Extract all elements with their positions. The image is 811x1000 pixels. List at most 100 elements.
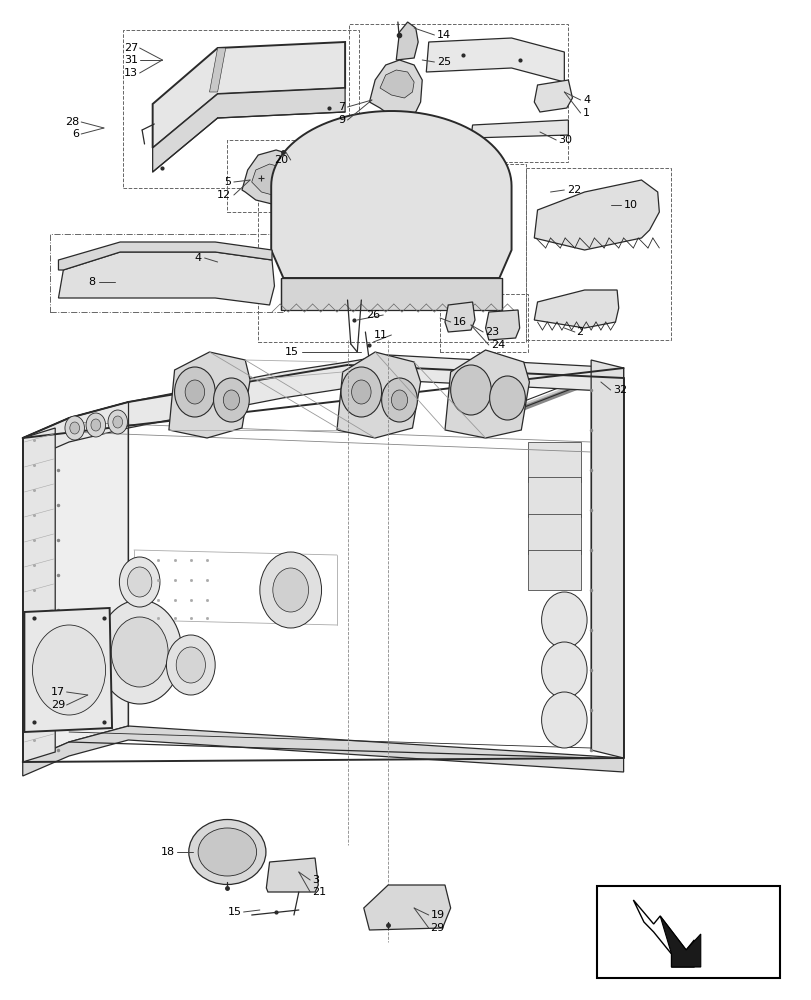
Circle shape [113,416,122,428]
Text: 2: 2 [576,327,583,337]
Text: 1: 1 [582,108,590,118]
Text: 23: 23 [485,327,499,337]
Polygon shape [534,80,572,112]
Text: 26: 26 [366,310,380,320]
Text: 19: 19 [430,910,444,920]
Text: 4: 4 [582,95,590,105]
Text: 15: 15 [228,907,242,917]
Text: 24: 24 [491,340,505,350]
Circle shape [260,552,321,628]
Text: 4: 4 [194,253,201,263]
Text: 11: 11 [374,330,388,340]
Text: 25: 25 [436,57,450,67]
Ellipse shape [188,820,266,884]
Circle shape [213,378,249,422]
Text: 21: 21 [312,887,326,897]
Text: 22: 22 [566,185,581,195]
Circle shape [185,380,204,404]
Text: 13: 13 [124,68,138,78]
Polygon shape [23,428,55,762]
Text: 29: 29 [430,923,444,933]
Bar [527,477,580,517]
Text: 30: 30 [558,135,572,145]
Circle shape [541,642,586,698]
Text: 10: 10 [623,200,637,210]
Bar [349,24,568,162]
Circle shape [450,365,491,415]
Circle shape [223,390,239,410]
Circle shape [272,568,308,612]
Circle shape [86,413,105,437]
Bar [527,550,580,590]
Circle shape [176,647,205,683]
Polygon shape [266,858,318,892]
Circle shape [119,557,160,607]
Text: 28: 28 [65,117,79,127]
Circle shape [541,592,586,648]
Text: 14: 14 [436,30,450,40]
Text: 15: 15 [285,347,298,357]
Circle shape [111,617,168,687]
Polygon shape [24,608,112,732]
Polygon shape [271,111,511,278]
Polygon shape [58,242,272,270]
Polygon shape [396,22,418,60]
Circle shape [489,376,525,420]
Circle shape [127,567,152,597]
Circle shape [381,378,417,422]
Polygon shape [470,120,568,138]
Polygon shape [169,352,250,438]
Bar [50,234,284,312]
Circle shape [65,416,84,440]
Polygon shape [534,180,659,250]
Bar [123,30,358,188]
Polygon shape [337,352,420,438]
Polygon shape [23,355,623,462]
Circle shape [97,600,182,704]
Text: 17: 17 [51,687,65,697]
Circle shape [108,410,127,434]
Text: 29: 29 [50,700,65,710]
Text: 20: 20 [274,155,288,165]
Text: 3: 3 [312,875,320,885]
Polygon shape [426,38,564,82]
Circle shape [166,635,215,695]
Polygon shape [209,48,225,92]
Polygon shape [633,900,693,967]
Circle shape [351,380,371,404]
Circle shape [391,390,407,410]
Polygon shape [58,252,274,305]
Text: 5: 5 [224,177,231,187]
Polygon shape [363,885,450,930]
Text: 9: 9 [337,115,345,125]
Polygon shape [659,916,700,967]
Polygon shape [590,360,623,758]
Circle shape [541,692,586,748]
Polygon shape [242,150,298,204]
Text: 32: 32 [612,385,626,395]
Bar [258,164,526,342]
Bar [527,442,580,482]
Text: 7: 7 [337,102,345,112]
Text: 31: 31 [124,55,138,65]
Text: 16: 16 [453,317,466,327]
Bar [527,514,580,554]
Bar [440,294,527,352]
Text: 27: 27 [123,43,138,53]
Polygon shape [152,88,345,172]
Polygon shape [281,278,501,310]
Polygon shape [534,290,618,328]
Text: 12: 12 [217,190,231,200]
Polygon shape [444,302,474,332]
Circle shape [70,422,79,434]
Bar [227,140,315,212]
Bar [596,886,779,978]
Circle shape [174,367,215,417]
Polygon shape [369,60,422,118]
Polygon shape [485,310,519,340]
Polygon shape [251,164,290,196]
Bar [526,168,670,340]
Ellipse shape [198,828,256,876]
Polygon shape [444,350,529,438]
Circle shape [32,625,105,715]
